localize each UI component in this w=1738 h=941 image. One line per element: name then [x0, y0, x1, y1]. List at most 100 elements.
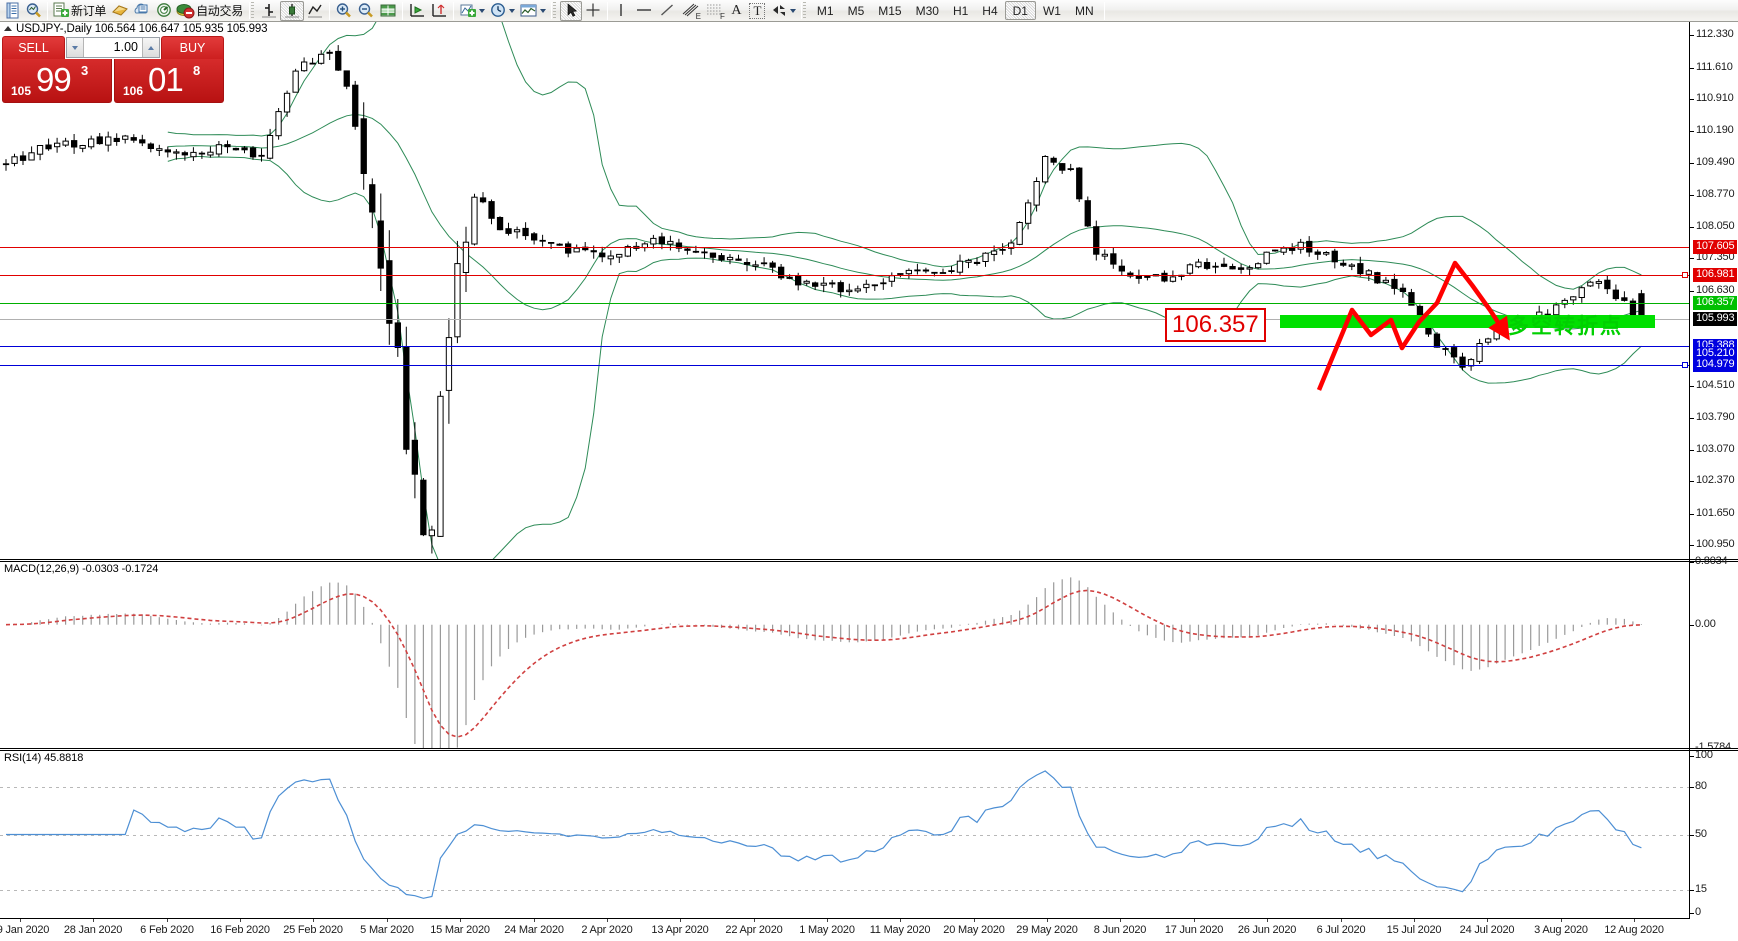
- pane-separator-rsi[interactable]: [0, 748, 1738, 751]
- pane-separator-macd[interactable]: [0, 559, 1738, 562]
- chevron-down-icon-2[interactable]: [508, 8, 515, 13]
- price-level-label[interactable]: 105.210: [1693, 347, 1738, 361]
- date-tick-label: 25 Feb 2020: [283, 924, 343, 936]
- toolbar-divider: [47, 1, 48, 20]
- date-tick-mark: [1194, 919, 1195, 922]
- timeframe-m30[interactable]: M30: [915, 3, 939, 18]
- chevron-down-icon-4[interactable]: [789, 8, 796, 13]
- buy-price-main: 01: [148, 61, 184, 98]
- buy-button-header[interactable]: BUY: [161, 36, 224, 59]
- bar-chart-icon[interactable]: [258, 1, 280, 21]
- arrows-tool-icon[interactable]: [768, 1, 798, 21]
- macd-pane[interactable]: [0, 562, 1690, 748]
- navigator-icon[interactable]: [153, 1, 175, 21]
- history-icon[interactable]: [109, 1, 131, 21]
- price-pane[interactable]: [0, 22, 1690, 559]
- add-indicator-icon[interactable]: [457, 1, 487, 21]
- price-level-label[interactable]: 106.357: [1693, 296, 1738, 310]
- date-tick-mark: [1267, 919, 1268, 922]
- price-level-line-red[interactable]: [0, 247, 1689, 248]
- date-tick-label: 20 May 2020: [943, 924, 1005, 936]
- text-tool-icon[interactable]: A: [726, 1, 747, 21]
- price-level-line-blue[interactable]: [0, 365, 1689, 366]
- collapse-triangle-icon[interactable]: [4, 26, 12, 31]
- templates-icon[interactable]: [517, 1, 548, 21]
- price-level-label[interactable]: 104.979: [1693, 358, 1738, 372]
- price-level-label[interactable]: 107.605: [1693, 240, 1738, 254]
- sell-price-main: 99: [36, 61, 72, 98]
- zoom-in-icon[interactable]: [333, 1, 355, 21]
- price-level-line-red[interactable]: [0, 275, 1689, 276]
- price-level-anchor[interactable]: [1682, 272, 1688, 278]
- trendline-tool-icon[interactable]: [656, 1, 678, 21]
- autotrading-button[interactable]: 自动交易: [175, 1, 246, 21]
- timeframe-m15[interactable]: M15: [878, 3, 902, 18]
- date-tick-mark: [460, 919, 461, 922]
- data-window-icon[interactable]: [131, 1, 153, 21]
- date-tick-label: 6 Jul 2020: [1316, 924, 1366, 936]
- toolbar-divider-6: [1103, 1, 1105, 20]
- timeframe-d1[interactable]: D1: [1004, 1, 1036, 20]
- line-chart-icon[interactable]: [304, 1, 326, 21]
- volume-increment-button[interactable]: [142, 38, 159, 57]
- market-watch-icon[interactable]: [23, 1, 44, 21]
- macd-label: MACD(12,26,9) -0.0303 -0.1724: [4, 563, 159, 575]
- fibo-e-label: E: [695, 11, 701, 21]
- one-click-trading-panel[interactable]: SELL 1.00 BUY 105 99 3 106 01 8: [2, 36, 224, 103]
- fibonacci-tool-icon[interactable]: F: [702, 1, 726, 21]
- price-level-line-green[interactable]: [0, 303, 1689, 304]
- price-level-label[interactable]: 105.993: [1693, 312, 1738, 326]
- timeframe-m5[interactable]: M5: [847, 3, 865, 18]
- date-tick-label: 15 Mar 2020: [430, 924, 490, 936]
- auto-scroll-icon[interactable]: [406, 1, 428, 21]
- price-tick-label: 103.070: [1696, 443, 1735, 455]
- price-tick-label: 101.650: [1696, 507, 1735, 519]
- price-annotation-box[interactable]: 106.357: [1165, 308, 1266, 342]
- crosshair-tool-icon[interactable]: [582, 1, 604, 21]
- zoom-out-icon[interactable]: [355, 1, 377, 21]
- sell-button-header[interactable]: SELL: [2, 36, 65, 59]
- cursor-tool-icon[interactable]: [559, 0, 582, 21]
- date-tick-mark: [167, 919, 168, 922]
- text-label-tool-icon[interactable]: T: [747, 1, 768, 21]
- terminal-icon[interactable]: [2, 1, 23, 21]
- chevron-down-icon-3[interactable]: [539, 8, 546, 13]
- toolbar-divider-3: [401, 1, 403, 20]
- timeframe-w1[interactable]: W1: [1042, 3, 1061, 18]
- rsi-level-line: [0, 787, 1689, 788]
- volume-stepper[interactable]: 1.00: [66, 37, 160, 58]
- date-tick-label: 2 Apr 2020: [581, 924, 633, 936]
- new-order-button[interactable]: 新订单: [51, 1, 109, 21]
- chart-shift-icon[interactable]: [428, 1, 450, 21]
- candlestick-chart-icon[interactable]: [279, 0, 304, 21]
- sell-price-prefix: 105: [11, 84, 32, 98]
- toolbar-grip-3[interactable]: [800, 2, 807, 19]
- period-clock-icon[interactable]: [487, 1, 517, 21]
- chevron-down-icon[interactable]: [478, 8, 485, 13]
- price-level-label[interactable]: 106.981: [1693, 268, 1738, 282]
- timeframe-mn[interactable]: MN: [1074, 3, 1094, 18]
- price-tick-label: 112.330: [1696, 28, 1734, 40]
- buy-price-button[interactable]: 106 01 8: [114, 59, 224, 103]
- volume-decrement-button[interactable]: [67, 38, 84, 57]
- sell-price-button[interactable]: 105 99 3: [2, 59, 112, 103]
- date-tick-label: 3 Aug 2020: [1534, 924, 1588, 936]
- rsi-tick-mark: [1690, 835, 1694, 836]
- vertical-line-tool-icon[interactable]: [611, 1, 632, 21]
- toolbar-grip-2[interactable]: [550, 2, 557, 19]
- toolbar-grip[interactable]: [248, 2, 255, 19]
- timeframe-h1[interactable]: H1: [952, 3, 969, 18]
- price-axis-line: [1689, 22, 1690, 918]
- price-level-line-blue[interactable]: [0, 346, 1689, 347]
- data-grid-icon[interactable]: [377, 1, 399, 21]
- timeframe-m1[interactable]: M1: [816, 3, 834, 18]
- horizontal-line-tool-icon[interactable]: [632, 1, 656, 21]
- rsi-tick-label: 50: [1695, 828, 1707, 840]
- timeframe-h4[interactable]: H4: [982, 3, 998, 18]
- volume-value[interactable]: 1.00: [113, 40, 138, 54]
- price-level-anchor[interactable]: [1682, 362, 1688, 368]
- equidistant-channel-tool-icon[interactable]: E: [678, 1, 702, 21]
- date-tick-mark: [680, 919, 681, 922]
- date-tick-mark: [974, 919, 975, 922]
- price-tick-label: 102.370: [1696, 474, 1735, 486]
